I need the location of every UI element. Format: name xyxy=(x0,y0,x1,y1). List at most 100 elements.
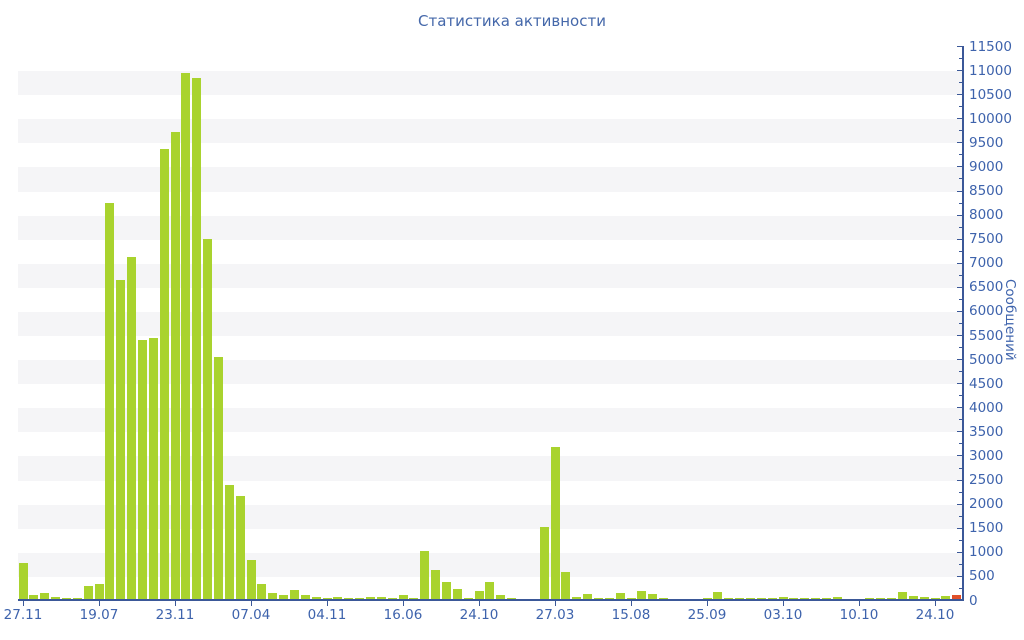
y-minor-tick xyxy=(959,154,962,156)
bar xyxy=(908,595,918,600)
bar xyxy=(159,149,169,600)
y-minor-tick xyxy=(959,467,962,469)
y-tick-label: 9500 xyxy=(969,134,1004,151)
bar xyxy=(767,597,777,600)
y-major-tick xyxy=(957,527,962,529)
bar xyxy=(648,594,658,600)
bar xyxy=(289,589,299,600)
y-minor-tick xyxy=(959,323,962,324)
bar xyxy=(322,597,332,600)
bar xyxy=(865,597,875,600)
y-major-tick xyxy=(957,214,962,216)
bar xyxy=(398,595,408,600)
bar xyxy=(702,597,712,600)
bar xyxy=(311,597,321,600)
bar xyxy=(181,72,191,600)
x-tick-label: 23.11 xyxy=(155,607,195,623)
x-tick-label: 27.03 xyxy=(535,607,575,623)
bar xyxy=(474,590,484,600)
y-minor-tick xyxy=(959,371,962,373)
y-minor-tick xyxy=(959,419,962,421)
y-major-tick xyxy=(957,431,962,433)
bar xyxy=(279,594,289,600)
y-tick-label: 5000 xyxy=(969,351,1004,368)
y-tick-label: 2500 xyxy=(969,472,1004,489)
bar xyxy=(778,597,788,600)
y-minor-tick xyxy=(959,443,962,445)
x-tick xyxy=(479,601,480,606)
grid-band xyxy=(18,71,962,96)
bar xyxy=(127,257,137,600)
y-major-tick xyxy=(957,118,962,120)
y-major-tick xyxy=(957,383,962,385)
bar xyxy=(137,339,147,600)
y-minor-tick xyxy=(959,515,962,517)
x-tick xyxy=(403,601,404,606)
y-minor-tick xyxy=(959,347,962,349)
y-minor-tick xyxy=(959,491,962,493)
y-tick-label: 9000 xyxy=(969,158,1004,175)
bar xyxy=(452,588,462,600)
bar xyxy=(485,581,495,600)
y-minor-tick xyxy=(959,563,962,565)
y-tick-label: 3500 xyxy=(969,423,1004,440)
y-minor-tick xyxy=(959,587,962,589)
y-tick-label: 6000 xyxy=(969,303,1004,320)
bar xyxy=(246,560,256,600)
y-tick-label: 4500 xyxy=(969,375,1004,392)
y-tick-label: 10500 xyxy=(969,86,1012,103)
y-major-tick xyxy=(957,551,962,553)
bar xyxy=(583,593,593,600)
y-minor-tick xyxy=(959,58,962,60)
bar xyxy=(355,597,365,600)
y-major-tick xyxy=(957,166,962,168)
y-major-tick xyxy=(957,262,962,264)
bar xyxy=(387,597,397,600)
bar xyxy=(333,596,343,600)
bar xyxy=(887,597,897,600)
x-tick xyxy=(555,601,556,606)
x-tick-label: 07.04 xyxy=(231,607,271,623)
y-tick-label: 2000 xyxy=(969,496,1004,513)
x-tick xyxy=(783,601,784,606)
y-major-tick xyxy=(957,190,962,192)
x-tick-label: 24.10 xyxy=(915,607,955,623)
x-tick xyxy=(175,601,176,606)
y-tick-label: 8500 xyxy=(969,183,1004,200)
bar xyxy=(344,597,354,600)
y-tick-label: 0 xyxy=(969,592,978,609)
bar xyxy=(203,238,213,600)
y-tick-label: 11500 xyxy=(969,38,1012,55)
x-tick-label: 24.10 xyxy=(459,607,499,623)
y-minor-tick xyxy=(959,539,962,541)
bar xyxy=(789,597,799,600)
bar xyxy=(745,597,755,600)
y-major-tick xyxy=(957,503,962,505)
y-tick-label: 6500 xyxy=(969,279,1004,296)
bar xyxy=(637,591,647,600)
bar xyxy=(51,596,61,600)
y-axis-title: Сообщений xyxy=(1002,279,1018,361)
x-tick xyxy=(99,601,100,606)
bar xyxy=(811,597,821,600)
x-tick xyxy=(935,601,936,606)
x-tick xyxy=(859,601,860,606)
y-minor-tick xyxy=(959,82,962,84)
bar xyxy=(615,593,625,600)
bar xyxy=(29,595,39,600)
y-axis-line xyxy=(962,46,964,601)
bar xyxy=(919,597,929,600)
bar xyxy=(941,595,951,600)
y-minor-tick xyxy=(959,226,962,228)
y-tick-label: 8000 xyxy=(969,207,1004,224)
y-tick-label: 10000 xyxy=(969,110,1012,127)
x-tick-label: 27.11 xyxy=(3,607,43,623)
bar xyxy=(224,484,234,600)
bar xyxy=(441,582,451,600)
y-major-tick xyxy=(957,359,962,361)
bar xyxy=(507,597,517,600)
bar xyxy=(192,77,202,600)
bar xyxy=(431,570,441,600)
bar xyxy=(376,597,386,600)
bar xyxy=(420,550,430,600)
